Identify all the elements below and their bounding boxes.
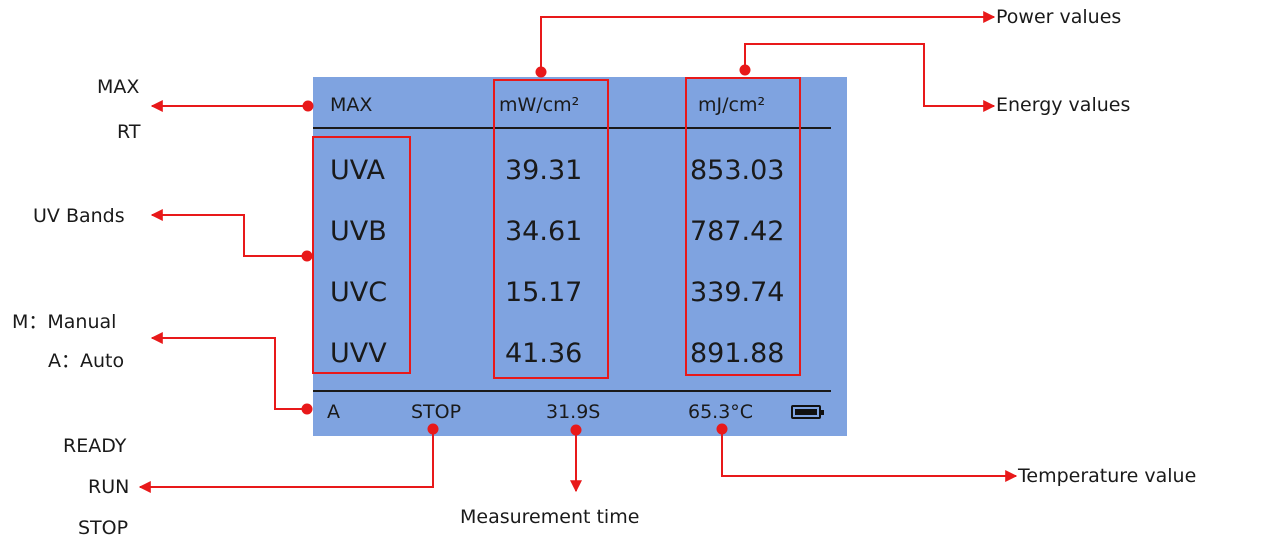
state-indicator: STOP [411, 401, 462, 423]
uv-bands-callout [150, 209, 307, 257]
measurement-time-readout: 31.9S [546, 401, 601, 423]
mode-callout [150, 332, 307, 410]
trigger-mode-indicator: A [327, 401, 340, 423]
annotation-auto: A：Auto [48, 350, 125, 372]
energy-value: 339.74 [690, 277, 785, 308]
annotation-run: RUN [88, 476, 130, 498]
uv-bands-box [312, 136, 411, 374]
annotation-measurement-time: Measurement time [460, 506, 640, 528]
power-callout [540, 11, 996, 72]
annotation-uv-bands: UV Bands [33, 205, 125, 227]
power-value: 41.36 [505, 338, 583, 369]
state-callout [138, 429, 434, 493]
annotation-max: MAX [97, 76, 140, 98]
callout-dot [301, 250, 313, 262]
band-label: UVV [330, 338, 387, 369]
callout-dot [570, 424, 582, 436]
band-label: UVB [330, 216, 387, 247]
callout-dot [535, 66, 547, 78]
annotation-temperature-value: Temperature value [1018, 465, 1197, 487]
power-value: 34.61 [505, 216, 583, 247]
energy-unit-header: mJ/cm² [698, 94, 766, 116]
annotation-power-values: Power values [996, 6, 1122, 28]
energy-value: 787.42 [690, 216, 785, 247]
energy-value: 891.88 [690, 338, 785, 369]
status-separator [313, 390, 831, 392]
power-value: 15.17 [505, 277, 583, 308]
mode-indicator: MAX [330, 94, 373, 116]
energy-value: 853.03 [690, 155, 785, 186]
annotation-manual: M：Manual [12, 311, 117, 333]
annotation-rt: RT [117, 121, 141, 143]
callout-dot [301, 403, 313, 415]
callout-dot [302, 100, 314, 112]
annotation-energy-values: Energy values [996, 94, 1131, 116]
battery-full-icon [791, 405, 824, 419]
callout-dot [427, 423, 439, 435]
callout-dot [716, 423, 728, 435]
power-column-box [493, 79, 609, 379]
power-value: 39.31 [505, 155, 583, 186]
band-label: UVA [330, 155, 385, 186]
header-separator [313, 127, 831, 129]
power-unit-header: mW/cm² [499, 94, 580, 116]
annotation-stop: STOP [78, 517, 129, 539]
energy-callout [744, 43, 996, 112]
callout-dot [739, 64, 751, 76]
energy-column-box [685, 77, 801, 376]
band-label: UVC [330, 277, 388, 308]
temperature-callout [721, 429, 1018, 482]
temperature-readout: 65.3°C [688, 401, 754, 423]
annotation-ready: READY [63, 435, 127, 457]
